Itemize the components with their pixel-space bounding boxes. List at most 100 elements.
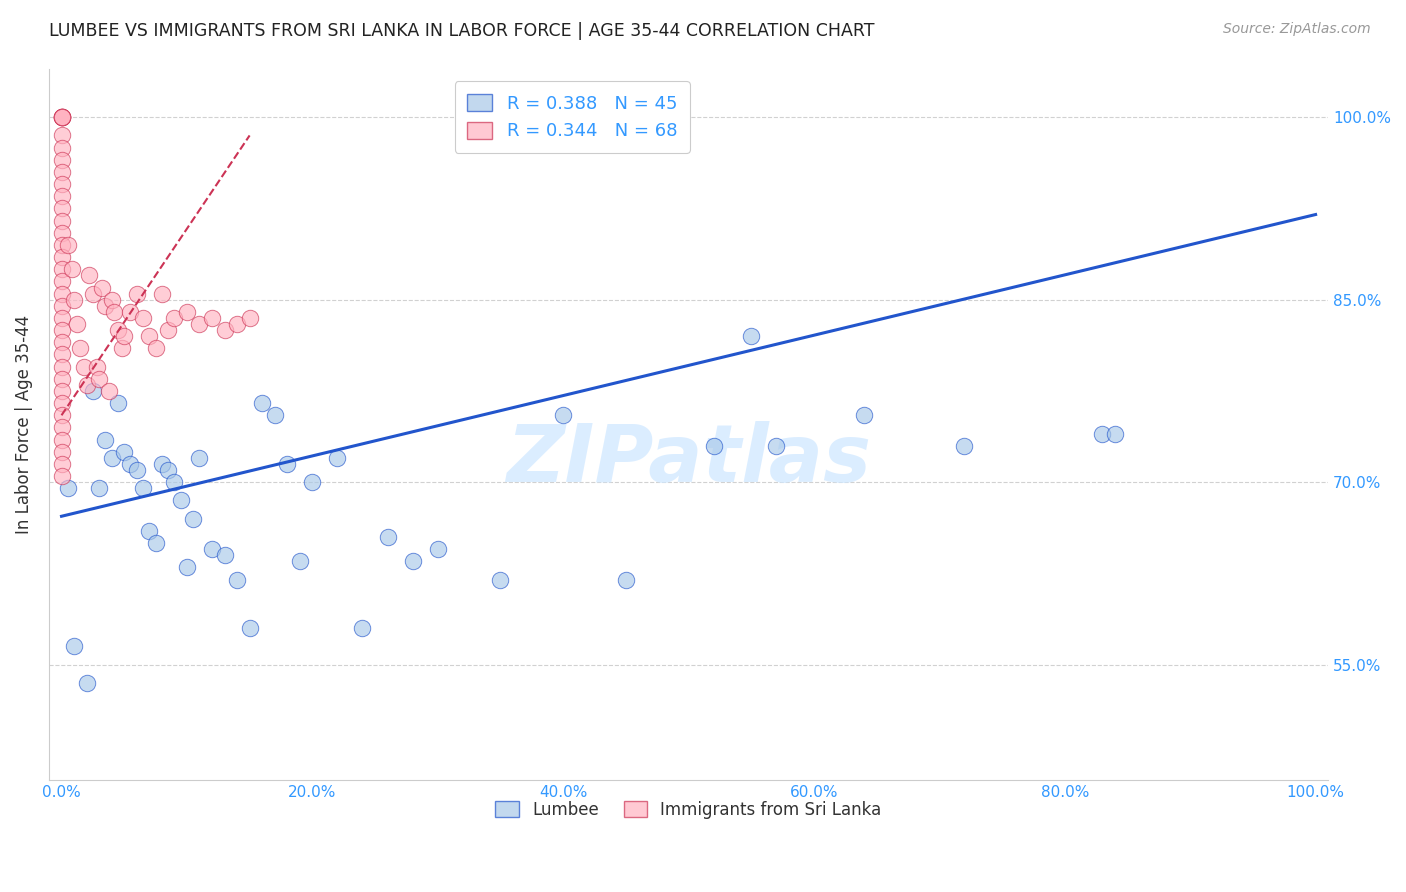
Point — [765, 439, 787, 453]
Point — [553, 409, 575, 423]
Point — [51, 384, 73, 398]
Point — [51, 140, 73, 154]
Point — [163, 475, 186, 490]
Point — [107, 323, 129, 337]
Point — [51, 347, 73, 361]
Point — [288, 554, 311, 568]
Text: LUMBEE VS IMMIGRANTS FROM SRI LANKA IN LABOR FORCE | AGE 35-44 CORRELATION CHART: LUMBEE VS IMMIGRANTS FROM SRI LANKA IN L… — [49, 22, 875, 40]
Point — [157, 463, 180, 477]
Point — [176, 305, 198, 319]
Point — [145, 342, 167, 356]
Point — [150, 286, 173, 301]
Point — [56, 238, 79, 252]
Point — [65, 317, 87, 331]
Point — [489, 573, 512, 587]
Point — [51, 335, 73, 350]
Point — [214, 548, 236, 562]
Point — [188, 450, 211, 465]
Point — [100, 450, 122, 465]
Point — [51, 457, 73, 471]
Point — [89, 481, 111, 495]
Point — [239, 621, 262, 635]
Point — [51, 213, 73, 227]
Point — [125, 286, 148, 301]
Point — [51, 153, 73, 167]
Point — [51, 420, 73, 434]
Point — [89, 372, 111, 386]
Point — [51, 177, 73, 191]
Point — [82, 384, 104, 398]
Point — [132, 310, 155, 325]
Point — [426, 542, 449, 557]
Point — [98, 384, 121, 398]
Text: Source: ZipAtlas.com: Source: ZipAtlas.com — [1223, 22, 1371, 37]
Point — [239, 310, 262, 325]
Point — [226, 317, 249, 331]
Point — [56, 481, 79, 495]
Point — [51, 226, 73, 240]
Point — [51, 409, 73, 423]
Point — [740, 329, 762, 343]
Point — [107, 396, 129, 410]
Point — [51, 110, 73, 124]
Point — [51, 469, 73, 483]
Point — [63, 293, 86, 307]
Point — [1091, 426, 1114, 441]
Point — [201, 310, 224, 325]
Point — [90, 280, 112, 294]
Y-axis label: In Labor Force | Age 35-44: In Labor Force | Age 35-44 — [15, 315, 32, 534]
Point — [94, 299, 117, 313]
Point — [201, 542, 224, 557]
Point — [112, 329, 135, 343]
Point — [401, 554, 423, 568]
Point — [188, 317, 211, 331]
Point — [853, 409, 876, 423]
Point — [51, 275, 73, 289]
Point — [86, 359, 108, 374]
Point — [94, 433, 117, 447]
Point — [51, 299, 73, 313]
Point — [69, 342, 91, 356]
Point — [73, 359, 96, 374]
Point — [51, 433, 73, 447]
Point — [169, 493, 191, 508]
Point — [51, 238, 73, 252]
Point — [51, 372, 73, 386]
Point — [63, 640, 86, 654]
Point — [51, 110, 73, 124]
Point — [120, 457, 142, 471]
Point — [76, 377, 98, 392]
Point — [51, 250, 73, 264]
Point — [112, 444, 135, 458]
Point — [250, 396, 273, 410]
Point — [1104, 426, 1126, 441]
Point — [120, 305, 142, 319]
Point — [51, 323, 73, 337]
Point — [214, 323, 236, 337]
Point — [132, 481, 155, 495]
Point — [138, 524, 160, 538]
Point — [77, 268, 100, 283]
Point — [51, 310, 73, 325]
Legend: Lumbee, Immigrants from Sri Lanka: Lumbee, Immigrants from Sri Lanka — [489, 794, 889, 825]
Point — [51, 396, 73, 410]
Point — [163, 310, 186, 325]
Point — [145, 536, 167, 550]
Point — [125, 463, 148, 477]
Point — [263, 409, 285, 423]
Point — [138, 329, 160, 343]
Point — [276, 457, 298, 471]
Point — [82, 286, 104, 301]
Point — [226, 573, 249, 587]
Point — [111, 342, 134, 356]
Point — [51, 444, 73, 458]
Point — [181, 512, 204, 526]
Point — [953, 439, 976, 453]
Point — [51, 110, 73, 124]
Point — [352, 621, 374, 635]
Point — [51, 165, 73, 179]
Point — [100, 293, 122, 307]
Point — [326, 450, 349, 465]
Point — [76, 676, 98, 690]
Point — [51, 262, 73, 277]
